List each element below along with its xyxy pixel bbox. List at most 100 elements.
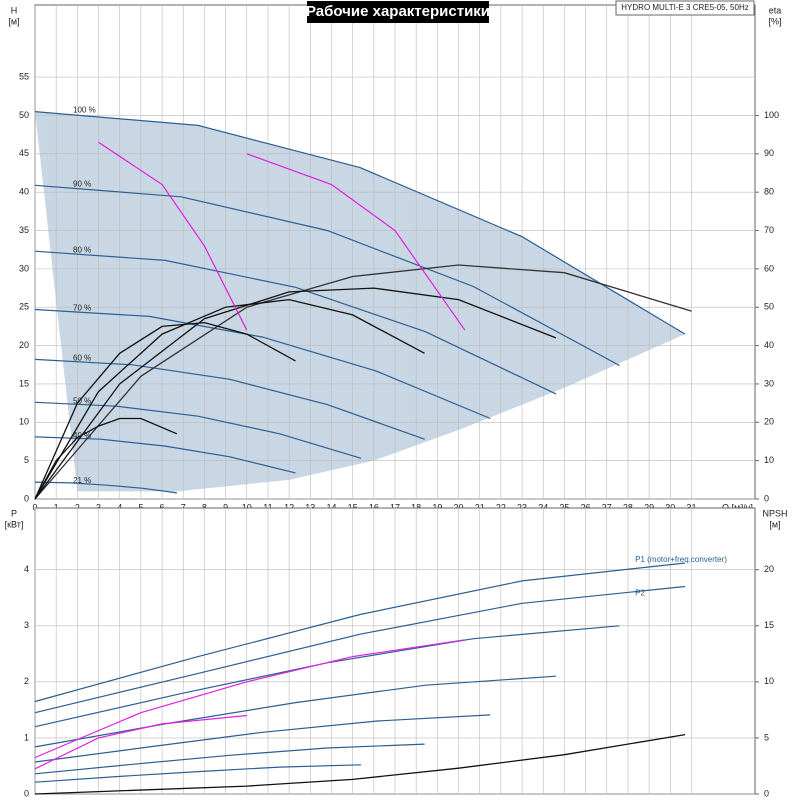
- y-tick-label: 50: [19, 110, 29, 120]
- curve: [34, 639, 465, 759]
- y-tick-label: 1: [24, 732, 29, 742]
- x-tick-label: 14: [326, 502, 336, 512]
- x-tick-label: 9: [223, 502, 228, 512]
- y2-tick-label: 80: [764, 187, 774, 197]
- x-tick-label: 13: [305, 502, 315, 512]
- y2-tick-label: 50: [764, 302, 774, 312]
- curve: [34, 714, 491, 763]
- x-tick-label: 3: [96, 502, 101, 512]
- y-tick-label: 0: [24, 493, 29, 503]
- x-tick-label: 17: [390, 502, 400, 512]
- y2-axis-unit: [%]: [768, 16, 781, 26]
- x-tick-label: 10: [242, 502, 252, 512]
- curve: [34, 675, 556, 748]
- x-tick-label: 11: [263, 502, 272, 512]
- y2-tick-label: 70: [764, 225, 774, 235]
- y-tick-label: 3: [24, 620, 29, 630]
- series-label: 80 %: [73, 245, 91, 254]
- y-tick-label: 55: [19, 71, 29, 81]
- y-axis-label: H: [11, 5, 18, 15]
- y2-axis-unit: [м]: [769, 519, 780, 529]
- x-tick-label: 22: [496, 502, 506, 512]
- y-tick-label: 20: [19, 340, 29, 350]
- series-label: P2: [635, 589, 645, 598]
- curve: [34, 714, 247, 770]
- curve: [34, 298, 425, 500]
- series-label: 50 %: [73, 396, 91, 405]
- y2-tick-label: 30: [764, 378, 774, 388]
- curve: [34, 401, 362, 459]
- y2-tick-label: 10: [764, 676, 774, 686]
- curve: [34, 417, 178, 500]
- x-tick-label: 6: [160, 502, 165, 512]
- curve: [34, 481, 177, 494]
- curve: [34, 111, 686, 335]
- y2-tick-label: 60: [764, 263, 774, 273]
- y2-tick-label: 10: [764, 455, 774, 465]
- y-tick-label: 15: [19, 378, 29, 388]
- curve: [246, 153, 466, 331]
- y-tick-label: 2: [24, 676, 29, 686]
- y2-tick-label: 40: [764, 340, 774, 350]
- y-axis-unit: [кВт]: [5, 519, 24, 529]
- y2-tick-label: 0: [764, 788, 769, 798]
- y2-axis-label: eta: [769, 5, 782, 15]
- y2-tick-label: 15: [764, 620, 774, 630]
- series-label: P1 (motor+freq.converter): [635, 555, 727, 564]
- curve: [34, 562, 686, 703]
- curve: [34, 764, 362, 783]
- chart-title: Рабочие характеристики: [306, 3, 490, 20]
- x-tick-label: 24: [538, 502, 548, 512]
- y2-axis-label: NPSH: [762, 508, 787, 518]
- y-tick-label: 4: [24, 564, 29, 574]
- curve: [34, 436, 296, 474]
- series-label: 21 %: [73, 476, 91, 485]
- y2-tick-label: 20: [764, 564, 774, 574]
- y-tick-label: 10: [19, 417, 29, 427]
- x-tick-label: 26: [581, 502, 591, 512]
- series-label: 60 %: [73, 354, 91, 363]
- x-tick-label: 4: [117, 502, 122, 512]
- x-tick-label: 15: [348, 502, 358, 512]
- y2-tick-label: 20: [764, 417, 774, 427]
- x-tick-label: 19: [432, 502, 442, 512]
- curve: [34, 264, 692, 500]
- curve: [34, 358, 425, 440]
- x-tick-label: 8: [202, 502, 207, 512]
- x-tick-label: 21: [475, 502, 485, 512]
- y2-tick-label: 100: [764, 110, 779, 120]
- series-label: 70 %: [73, 304, 91, 313]
- y2-tick-label: 0: [764, 493, 769, 503]
- x-tick-label: 31: [686, 502, 696, 512]
- curve: [34, 585, 686, 714]
- x-tick-label: 20: [454, 502, 464, 512]
- curve: [34, 184, 620, 367]
- curve: [98, 141, 248, 331]
- y-axis-label: P: [11, 508, 17, 518]
- x-tick-label: 12: [284, 502, 294, 512]
- curve: [34, 743, 425, 775]
- x-tick-label: 7: [181, 502, 186, 512]
- x-tick-label: 18: [411, 502, 421, 512]
- y-axis-unit: [м]: [8, 16, 19, 26]
- x-tick-label: 25: [559, 502, 569, 512]
- x-tick-label: 1: [54, 502, 59, 512]
- y2-tick-label: 5: [764, 732, 769, 742]
- x-axis-label: Q [м³/ч]: [722, 502, 753, 512]
- curve: [34, 250, 557, 395]
- curve: [34, 287, 557, 500]
- x-tick-label: 23: [517, 502, 527, 512]
- y-tick-label: 40: [19, 187, 29, 197]
- y-tick-label: 45: [19, 148, 29, 158]
- x-tick-label: 0: [32, 502, 37, 512]
- x-tick-label: 2: [75, 502, 80, 512]
- curve: [34, 308, 491, 420]
- operating-region: [35, 111, 686, 492]
- x-tick-label: 5: [138, 502, 143, 512]
- series-label: 90 %: [73, 179, 91, 188]
- y2-tick-label: 90: [764, 148, 774, 158]
- title-box: [307, 1, 489, 23]
- curve: [34, 733, 686, 795]
- x-tick-label: 27: [602, 502, 612, 512]
